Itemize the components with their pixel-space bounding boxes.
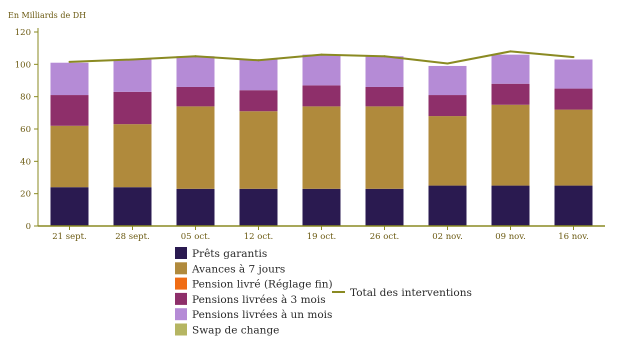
bar-segment [239, 59, 278, 91]
legend-label: Prêts garantis [192, 248, 267, 260]
bar-segment [113, 187, 152, 226]
y-tick-label: 0 [26, 222, 31, 232]
total-point [572, 56, 575, 59]
x-tick-label: 02 nov. [432, 232, 463, 242]
bar-segment [302, 106, 341, 189]
bar-segment [554, 59, 593, 89]
bars [50, 54, 593, 226]
bar-segment [176, 86, 215, 107]
bar-segment [176, 56, 215, 87]
bar-segment [554, 109, 593, 186]
bar-segment [302, 85, 341, 107]
legend-label: Pensions livrées à un mois [192, 309, 332, 321]
bar-segment [302, 54, 341, 86]
total-point [68, 60, 71, 63]
bar-segment [365, 106, 404, 189]
bar-segment [491, 104, 530, 186]
bar-segment [239, 188, 278, 226]
bar-segment [428, 65, 467, 96]
bar-segment [113, 124, 152, 188]
total-point [131, 58, 134, 61]
bar-segment [239, 111, 278, 189]
bar-segment [50, 187, 89, 226]
bar-segment [491, 83, 530, 105]
legend: Prêts garantis Avances à 7 jours Pension l… [175, 247, 472, 337]
total-point [383, 55, 386, 58]
x-tick-label: 12 oct. [244, 232, 274, 242]
bar-segment [113, 59, 152, 92]
bar-segment [113, 91, 152, 125]
total-point [320, 53, 323, 56]
bar-segment [50, 95, 89, 126]
legend-label: Pension livré (Réglage fin) [192, 279, 333, 291]
x-tick-label: 21 sept. [52, 232, 86, 242]
legend-label: Avances à 7 jours [191, 263, 285, 275]
bar-segment [239, 90, 278, 112]
x-tick-label: 28 sept. [115, 232, 149, 242]
y-tick-label: 60 [20, 125, 31, 135]
bar-segment [428, 185, 467, 226]
bar-segment [554, 185, 593, 226]
y-tick-label: 80 [20, 93, 31, 103]
total-point [446, 62, 449, 65]
x-tick-label: 16 nov. [558, 232, 589, 242]
bar-segment [428, 95, 467, 117]
y-axis: 0 20 40 60 80 100 120 [15, 28, 39, 232]
y-tick-label: 20 [20, 190, 31, 200]
x-tick-label: 26 oct. [370, 232, 400, 242]
bar-segment [491, 185, 530, 226]
legend-swatch [175, 262, 187, 275]
bar-segment [554, 88, 593, 110]
bar-segment [428, 116, 467, 186]
legend-swatch [175, 323, 187, 336]
bar-segment [365, 86, 404, 107]
x-tick-label: 19 oct. [307, 232, 337, 242]
unit-label: En Milliards de DH [8, 11, 86, 20]
legend-swatch [175, 292, 187, 305]
legend-swatch [175, 308, 187, 321]
total-point [257, 59, 260, 62]
bar-segment [365, 188, 404, 226]
bar-segment [302, 188, 341, 226]
legend-label: Total des interventions [350, 287, 472, 299]
x-tick-label: 05 oct. [181, 232, 211, 242]
bar-segment [491, 54, 530, 84]
legend-label: Pensions livrées à 3 mois [192, 294, 326, 306]
y-tick-label: 120 [15, 28, 31, 38]
bar-segment [176, 106, 215, 189]
total-point [194, 55, 197, 58]
bar-segment [50, 125, 89, 188]
legend-swatch [175, 277, 187, 290]
x-tick-label: 09 nov. [495, 232, 526, 242]
bar-segment [50, 62, 89, 96]
y-tick-label: 40 [20, 157, 31, 167]
bar-segment [365, 56, 404, 87]
bar-segment [176, 188, 215, 226]
x-axis: 21 sept. 28 sept. 05 oct. 12 oct. 19 oct. 26 … [38, 225, 605, 242]
total-point [509, 50, 512, 53]
total-line [68, 50, 575, 65]
legend-label: Swap de change [192, 325, 279, 337]
legend-swatch [175, 247, 187, 259]
y-tick-label: 100 [15, 60, 31, 70]
